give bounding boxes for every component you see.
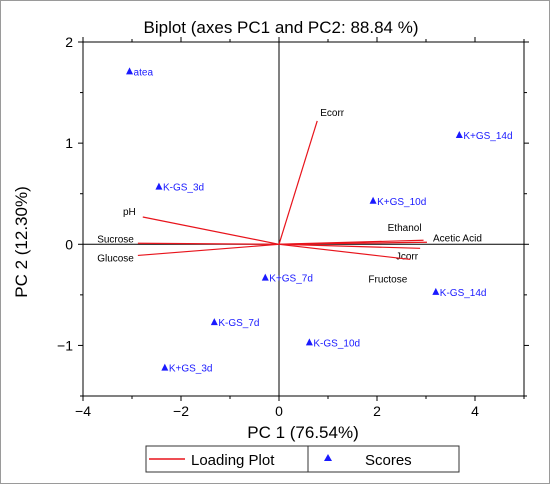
score-marker (369, 196, 377, 204)
score-marker (210, 318, 218, 326)
x-axis-label: PC 1 (76.54%) (247, 423, 359, 442)
score-label: atea (134, 67, 154, 78)
legend-scores-swatch (324, 454, 332, 461)
y-tick-label: 2 (65, 34, 73, 50)
score-label: K-GS_10d (313, 338, 360, 349)
zero-lines (83, 42, 524, 396)
loading-vectors: Ecorr pH Sucrose Glucose Ethanol Acetic Acid J… (97, 108, 482, 286)
y-axis-ticks: −1 0 1 2 (57, 34, 529, 397)
legend-scores-label: Scores (365, 452, 412, 469)
score-label: K+GS_14d (463, 131, 512, 142)
loading-label: Sucrose (97, 234, 134, 245)
score-label: K-GS_3d (163, 183, 204, 194)
loading-label: Jcorr (396, 251, 419, 262)
x-tick-label: 4 (471, 403, 479, 419)
score-points: atea K+GS_14d K-GS_3d K+GS_10d K+GS_7d K-GS_1… (126, 67, 513, 375)
y-tick-label: −1 (57, 337, 73, 353)
chart-title: Biplot (axes PC1 and PC2: 88.84 %) (144, 18, 419, 37)
score-label: K+GS_7d (269, 274, 313, 285)
loading-vector (278, 243, 421, 249)
score-marker (432, 287, 440, 295)
score-marker (126, 67, 134, 75)
loading-vector (137, 242, 280, 245)
loading-label: pH (123, 207, 136, 218)
loading-vector (137, 243, 280, 257)
plot-border (82, 41, 525, 397)
y-tick-label: 1 (65, 135, 73, 151)
loading-vector (142, 216, 280, 245)
legend-box (145, 445, 460, 473)
loading-label: Ecorr (320, 108, 345, 119)
x-tick-label: −4 (75, 403, 91, 419)
loading-label: Fructose (368, 274, 407, 285)
score-marker (155, 182, 163, 190)
y-tick-label: 0 (65, 236, 73, 252)
x-tick-label: 2 (373, 403, 381, 419)
x-tick-label: 0 (275, 403, 283, 419)
x-tick-label: −2 (173, 403, 189, 419)
loading-vector (278, 241, 427, 245)
score-label: K+GS_3d (169, 364, 213, 375)
score-label: K+GS_10d (377, 197, 426, 208)
legend: Loading Plot Scores (145, 445, 460, 473)
score-marker (305, 338, 313, 346)
score-label: K-GS_7d (218, 318, 259, 329)
score-marker (261, 273, 269, 281)
loading-label: Glucose (97, 253, 134, 264)
loading-label: Acetic Acid (433, 233, 482, 244)
score-marker (161, 363, 169, 371)
x-axis-ticks: −4 −2 0 2 4 (75, 37, 525, 419)
plot-frame (82, 41, 525, 397)
score-marker (455, 131, 463, 139)
loading-vector (278, 243, 411, 261)
score-label: K-GS_14d (440, 288, 487, 299)
loading-label: Ethanol (388, 223, 422, 234)
loading-vector (278, 120, 318, 245)
y-axis-label: PC 2 (12.30%) (12, 186, 31, 298)
legend-loading-label: Loading Plot (191, 452, 275, 469)
